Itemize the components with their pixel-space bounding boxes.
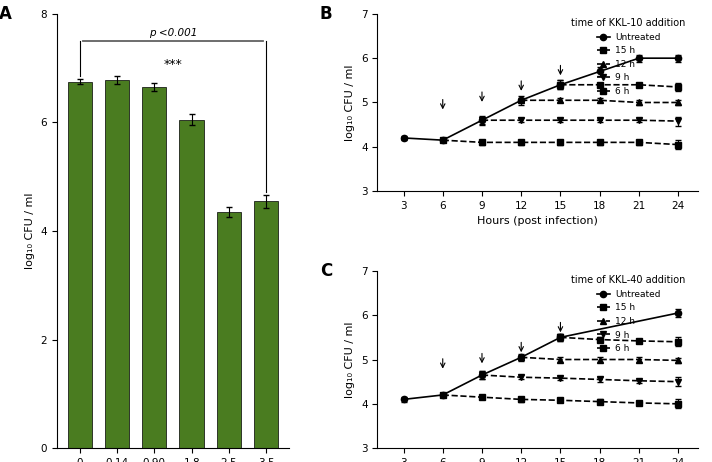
12 h <box>674 358 682 363</box>
Text: ***: *** <box>164 58 182 71</box>
9 h <box>674 118 682 124</box>
Untreated <box>478 117 486 123</box>
Text: A: A <box>0 5 12 23</box>
12 h <box>674 100 682 105</box>
Line: Untreated: Untreated <box>400 55 681 143</box>
12 h <box>556 97 565 103</box>
12 h <box>595 357 604 362</box>
12 h <box>634 100 643 105</box>
Untreated <box>478 372 486 378</box>
Bar <box>179 120 204 448</box>
9 h <box>595 117 604 123</box>
15 h <box>674 339 682 345</box>
Y-axis label: log₁₀ CFU / ml: log₁₀ CFU / ml <box>25 193 35 269</box>
Untreated <box>556 334 565 340</box>
9 h <box>595 377 604 382</box>
Untreated <box>399 135 408 141</box>
Text: B: B <box>320 5 333 23</box>
9 h <box>517 375 525 380</box>
Untreated <box>517 354 525 360</box>
Line: Untreated: Untreated <box>400 310 681 402</box>
12 h <box>634 357 643 362</box>
6 h <box>556 397 565 403</box>
Untreated <box>674 55 682 61</box>
Line: 9 h: 9 h <box>479 117 681 124</box>
Line: 9 h: 9 h <box>479 372 681 385</box>
6 h <box>517 140 525 145</box>
12 h <box>517 354 525 360</box>
Line: 15 h: 15 h <box>557 334 681 345</box>
15 h <box>595 82 604 87</box>
Line: 12 h: 12 h <box>518 354 681 364</box>
9 h <box>556 117 565 123</box>
Untreated <box>634 55 643 61</box>
6 h <box>634 400 643 406</box>
9 h <box>478 117 486 123</box>
6 h <box>439 392 447 398</box>
X-axis label: Hours (post infection): Hours (post infection) <box>477 216 598 226</box>
12 h <box>595 97 604 103</box>
6 h <box>634 140 643 145</box>
Line: 6 h: 6 h <box>439 392 681 407</box>
Untreated <box>517 97 525 103</box>
15 h <box>634 338 643 344</box>
Legend: Untreated, 15 h, 12 h, 9 h, 6 h: Untreated, 15 h, 12 h, 9 h, 6 h <box>567 272 689 357</box>
Text: p <0.001: p <0.001 <box>149 28 197 38</box>
6 h <box>595 140 604 145</box>
15 h <box>556 82 565 87</box>
15 h <box>556 334 565 340</box>
12 h <box>556 357 565 362</box>
9 h <box>634 378 643 383</box>
Untreated <box>439 392 447 398</box>
Untreated <box>595 69 604 74</box>
9 h <box>478 372 486 378</box>
15 h <box>634 82 643 87</box>
Bar <box>217 212 241 448</box>
Bar <box>254 201 278 448</box>
9 h <box>517 117 525 123</box>
Untreated <box>439 137 447 143</box>
Bar <box>142 87 167 448</box>
Untreated <box>674 310 682 316</box>
6 h <box>595 399 604 404</box>
Bar <box>68 82 92 448</box>
Line: 6 h: 6 h <box>439 137 681 148</box>
9 h <box>556 375 565 381</box>
Y-axis label: log₁₀ CFU / ml: log₁₀ CFU / ml <box>345 321 355 398</box>
Legend: Untreated, 15 h, 12 h, 9 h, 6 h: Untreated, 15 h, 12 h, 9 h, 6 h <box>567 15 689 100</box>
Text: C: C <box>320 262 332 280</box>
6 h <box>674 401 682 407</box>
Untreated <box>556 82 565 87</box>
Line: 15 h: 15 h <box>557 82 681 90</box>
6 h <box>439 137 447 143</box>
15 h <box>595 337 604 342</box>
6 h <box>478 140 486 145</box>
Bar <box>105 80 129 448</box>
15 h <box>674 84 682 90</box>
12 h <box>517 97 525 103</box>
Line: 12 h: 12 h <box>518 97 681 106</box>
Y-axis label: log₁₀ CFU / ml: log₁₀ CFU / ml <box>345 64 355 141</box>
9 h <box>674 379 682 384</box>
6 h <box>517 396 525 402</box>
Untreated <box>399 396 408 402</box>
6 h <box>478 395 486 400</box>
6 h <box>556 140 565 145</box>
9 h <box>634 117 643 123</box>
6 h <box>674 142 682 147</box>
